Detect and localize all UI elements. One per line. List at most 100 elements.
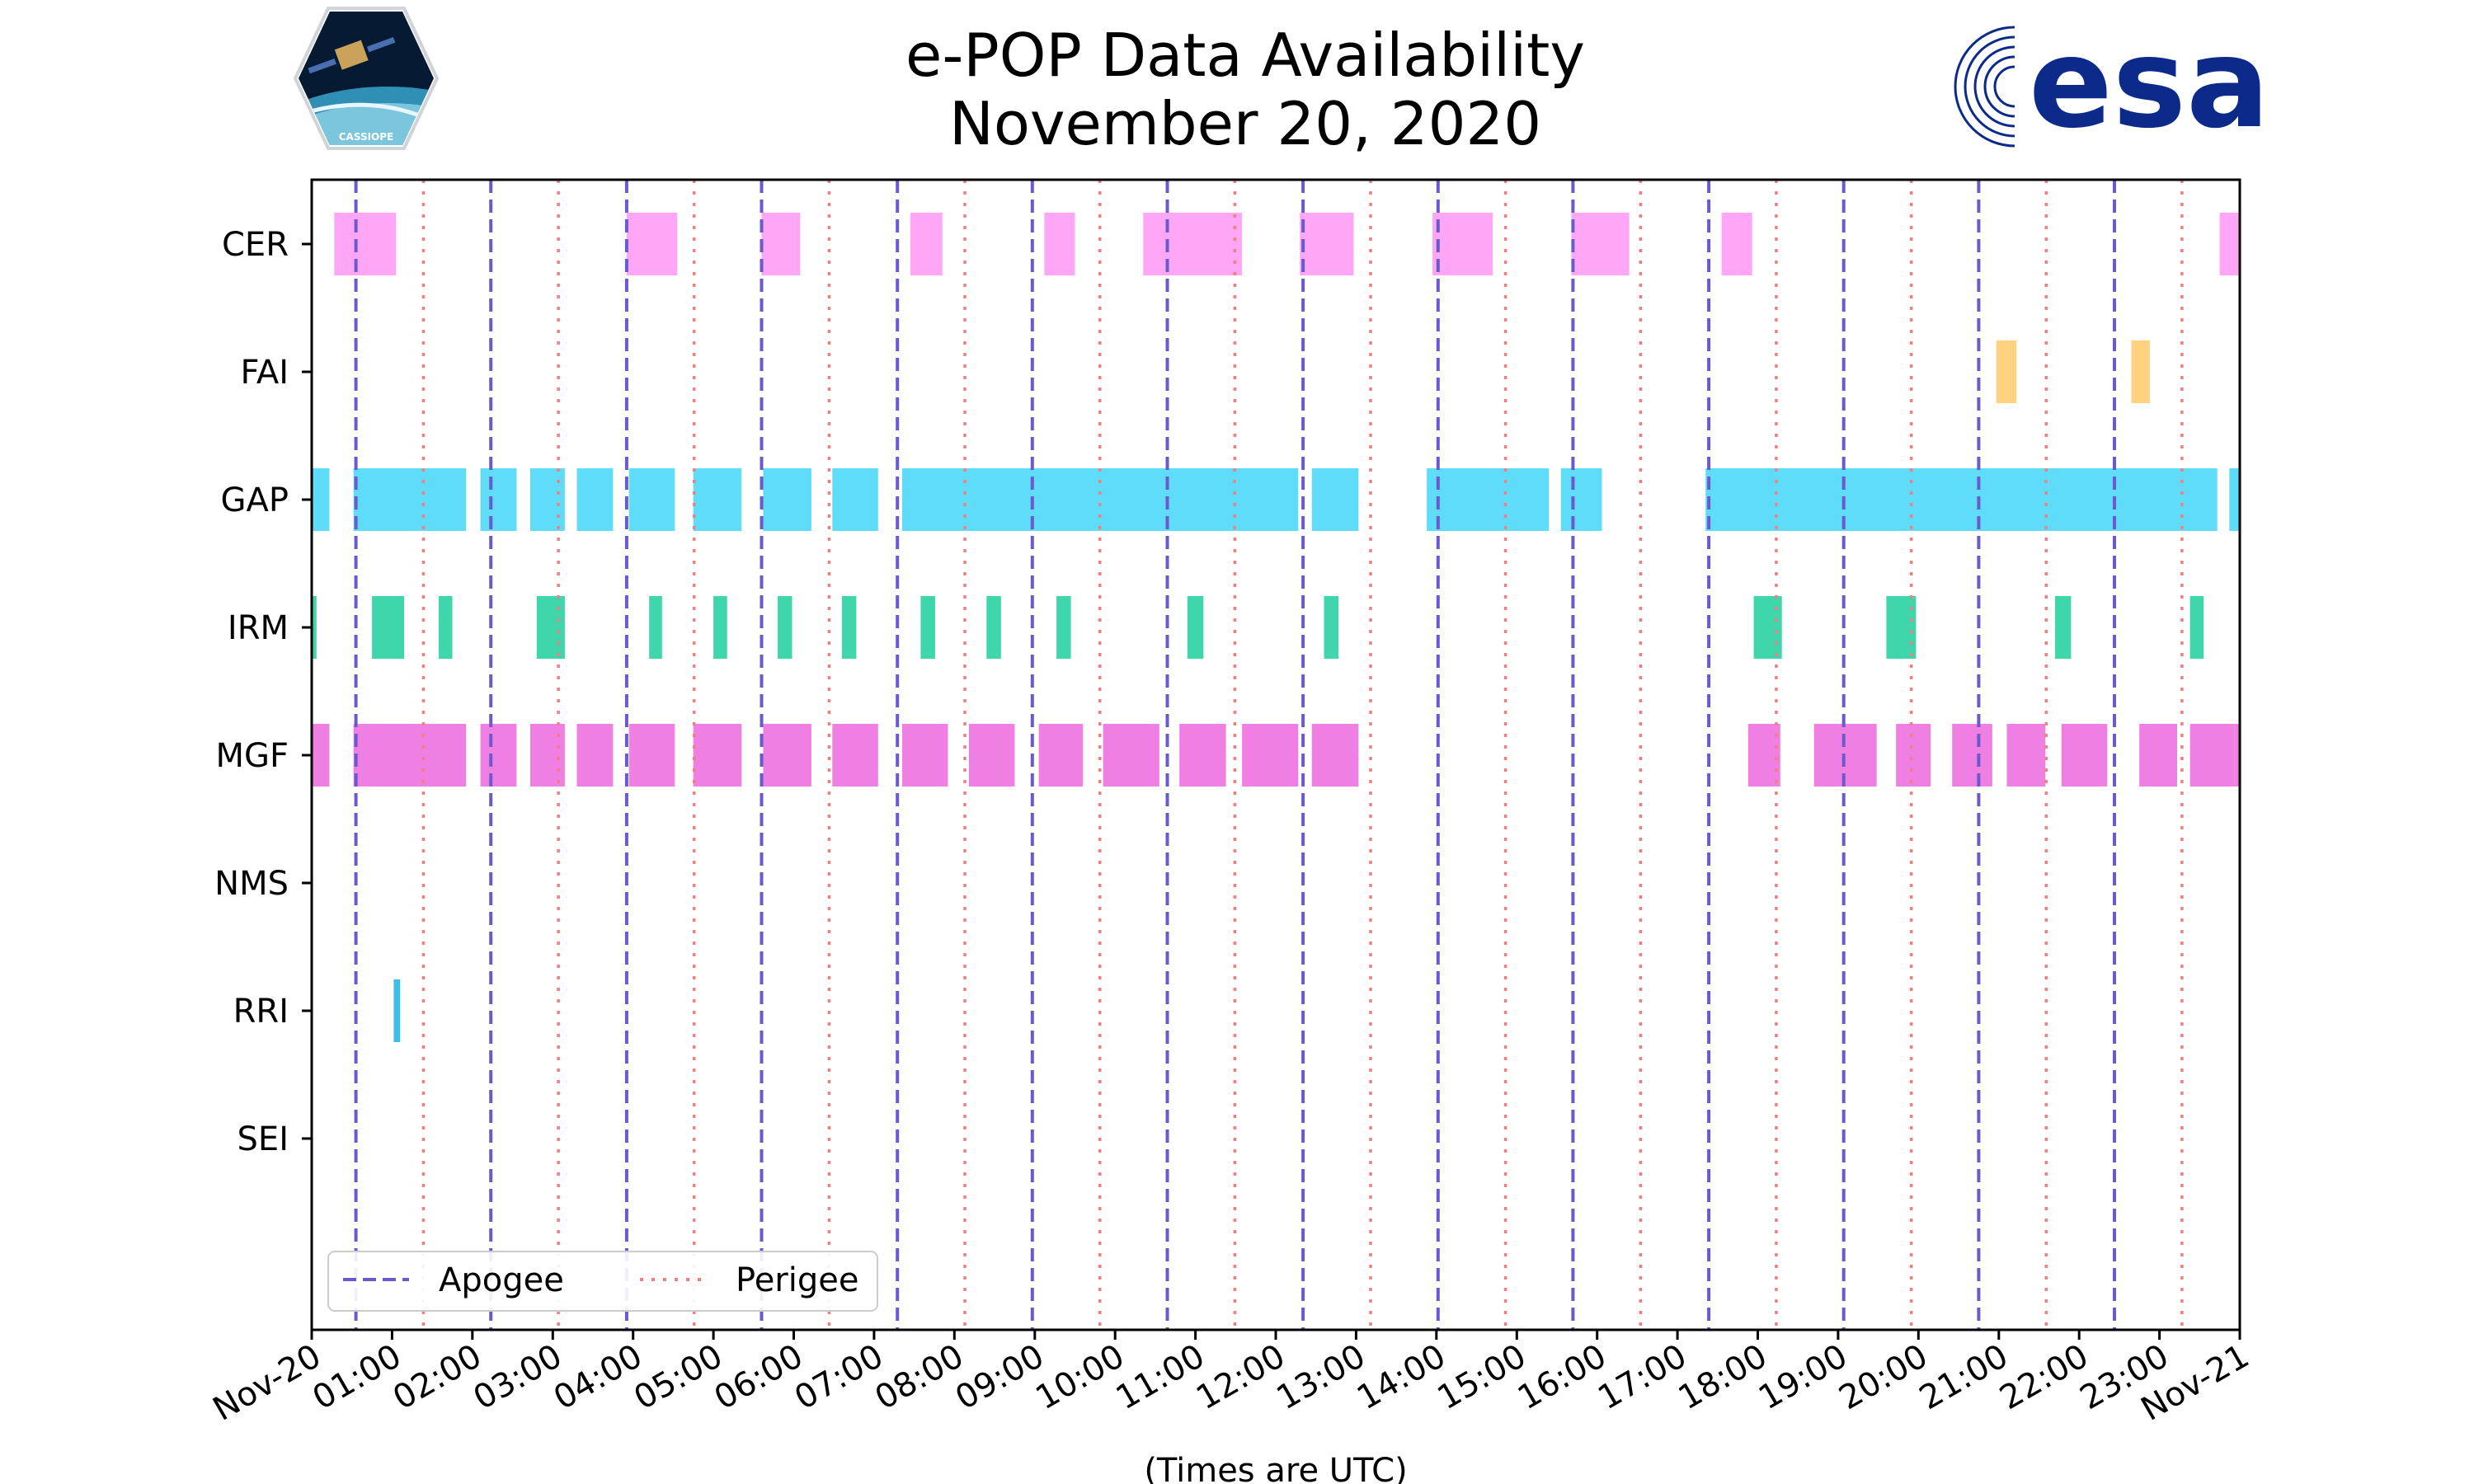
bar-mgf-15 bbox=[1311, 724, 1359, 787]
x-tick-label-10: 10:00 bbox=[1029, 1337, 1131, 1417]
cassiope-logo-text: CASSIOPE bbox=[339, 131, 394, 143]
x-tick-label-14: 14:00 bbox=[1351, 1337, 1452, 1417]
esa-logo-text: esa bbox=[2029, 12, 2269, 156]
y-tick-label-fai: FAI bbox=[241, 354, 289, 392]
bar-gap-12 bbox=[1560, 468, 1602, 531]
y-tick-label-cer: CER bbox=[222, 226, 289, 264]
x-tick-label-1: 01:00 bbox=[307, 1337, 408, 1417]
x-axis-label: (Times are UTC) bbox=[1144, 1452, 1407, 1484]
bar-mgf-12 bbox=[1103, 724, 1159, 787]
bar-fai-1 bbox=[2131, 340, 2150, 403]
bar-irm-10 bbox=[1056, 596, 1071, 659]
x-tick-label-16: 16:00 bbox=[1512, 1337, 1613, 1417]
bar-irm-9 bbox=[986, 596, 1001, 659]
orbit-lines-layer bbox=[354, 180, 2184, 1330]
bar-cer-9 bbox=[1721, 213, 1752, 275]
bar-mgf-21 bbox=[2061, 724, 2108, 787]
bar-irm-2 bbox=[438, 596, 453, 659]
x-tick-label-12: 12:00 bbox=[1190, 1337, 1291, 1417]
bar-irm-7 bbox=[841, 596, 857, 659]
bar-irm-6 bbox=[778, 596, 793, 659]
bar-irm-3 bbox=[536, 596, 565, 659]
intervals-layer bbox=[312, 213, 2240, 1042]
x-tick-label-21: 21:00 bbox=[1913, 1337, 2015, 1417]
chart-title-line1: e-POP Data Availability bbox=[905, 21, 1585, 90]
bar-irm-14 bbox=[1886, 596, 1917, 659]
bar-gap-1 bbox=[353, 468, 467, 531]
x-tick-label-6: 06:00 bbox=[708, 1337, 810, 1417]
bar-mgf-2 bbox=[480, 724, 517, 787]
bar-irm-11 bbox=[1187, 596, 1204, 659]
x-tick-label-20: 20:00 bbox=[1832, 1337, 1934, 1417]
bar-mgf-10 bbox=[968, 724, 1015, 787]
bar-mgf-4 bbox=[576, 724, 614, 787]
bar-irm-13 bbox=[1753, 596, 1782, 659]
bar-mgf-3 bbox=[530, 724, 565, 787]
x-tick-label-22: 22:00 bbox=[1993, 1337, 2095, 1417]
x-tick-label-17: 17:00 bbox=[1592, 1337, 1693, 1417]
x-tick-label-5: 05:00 bbox=[628, 1337, 729, 1417]
y-axis: CER FAI GAP IRM MGF NMS RRI SEI bbox=[214, 226, 312, 1158]
y-tick-label-irm: IRM bbox=[228, 609, 289, 647]
y-tick-label-rri: RRI bbox=[233, 993, 289, 1031]
bar-gap-11 bbox=[1427, 468, 1550, 531]
x-tick-label-19: 19:00 bbox=[1752, 1337, 1854, 1417]
bar-mgf-6 bbox=[693, 724, 742, 787]
bar-irm-16 bbox=[2189, 596, 2204, 659]
bar-mgf-1 bbox=[353, 724, 467, 787]
bar-irm-0 bbox=[312, 596, 317, 659]
y-tick-label-nms: NMS bbox=[214, 865, 289, 903]
x-axis: Nov-2001:0002:0003:0004:0005:0006:0007:0… bbox=[207, 1330, 2255, 1429]
legend: Apogee Perigee bbox=[327, 1251, 878, 1312]
bar-fai-0 bbox=[1996, 340, 2017, 403]
bar-mgf-20 bbox=[2006, 724, 2046, 787]
bar-rri-0 bbox=[393, 979, 401, 1042]
y-tick-label-mgf: MGF bbox=[215, 737, 289, 775]
bar-gap-5 bbox=[628, 468, 675, 531]
x-tick-label-8: 08:00 bbox=[868, 1337, 970, 1417]
bar-gap-0 bbox=[312, 468, 330, 531]
bar-gap-2 bbox=[480, 468, 517, 531]
bar-cer-3 bbox=[910, 213, 943, 275]
bar-mgf-8 bbox=[832, 724, 878, 787]
bar-gap-3 bbox=[530, 468, 565, 531]
legend-apogee-label: Apogee bbox=[439, 1261, 564, 1299]
bar-gap-14 bbox=[2229, 468, 2240, 531]
x-tick-label-3: 03:00 bbox=[467, 1337, 568, 1417]
bar-gap-13 bbox=[1705, 468, 2218, 531]
bar-cer-5 bbox=[1143, 213, 1243, 275]
bar-mgf-16 bbox=[1747, 724, 1780, 787]
legend-perigee-label: Perigee bbox=[736, 1261, 858, 1299]
bar-irm-1 bbox=[372, 596, 405, 659]
bar-mgf-22 bbox=[2139, 724, 2177, 787]
bar-mgf-18 bbox=[1896, 724, 1931, 787]
x-tick-label-18: 18:00 bbox=[1672, 1337, 1774, 1417]
bar-mgf-0 bbox=[312, 724, 330, 787]
bar-gap-10 bbox=[1311, 468, 1359, 531]
bar-gap-9 bbox=[902, 468, 1299, 531]
bar-irm-15 bbox=[2054, 596, 2072, 659]
bar-mgf-7 bbox=[763, 724, 811, 787]
bar-mgf-11 bbox=[1038, 724, 1084, 787]
bar-irm-8 bbox=[920, 596, 935, 659]
legend-box bbox=[327, 1251, 878, 1312]
x-tick-label-7: 07:00 bbox=[788, 1337, 890, 1417]
x-tick-label-2: 02:00 bbox=[387, 1337, 488, 1417]
bar-cer-7 bbox=[1432, 213, 1493, 275]
bar-cer-6 bbox=[1300, 213, 1354, 275]
bar-gap-8 bbox=[832, 468, 878, 531]
bar-cer-8 bbox=[1571, 213, 1630, 275]
plot-area: CER FAI GAP IRM MGF NMS RRI SEI Nov-2001:0002:0… bbox=[207, 178, 2255, 1429]
bar-mgf-13 bbox=[1179, 724, 1226, 787]
x-tick-label-11: 11:00 bbox=[1110, 1337, 1211, 1417]
x-tick-label-9: 09:00 bbox=[949, 1337, 1051, 1417]
esa-logo: esa bbox=[1954, 12, 2269, 156]
x-tick-label-4: 04:00 bbox=[548, 1337, 649, 1417]
y-tick-label-gap: GAP bbox=[221, 481, 289, 519]
bar-cer-2 bbox=[761, 213, 801, 275]
y-tick-label-sei: SEI bbox=[238, 1120, 289, 1158]
x-tick-label-15: 15:00 bbox=[1431, 1337, 1532, 1417]
bar-cer-0 bbox=[334, 213, 397, 275]
chart-title-line2: November 20, 2020 bbox=[949, 89, 1541, 158]
